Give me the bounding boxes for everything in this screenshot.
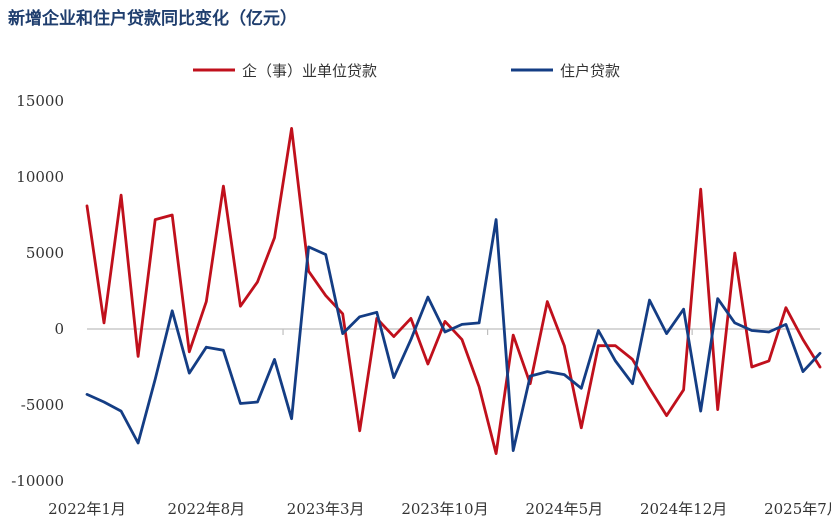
y-tick-label: 10000 — [16, 168, 64, 186]
series-lines — [85, 126, 822, 456]
legend: 企（事）业单位贷款 住户贷款 — [193, 62, 620, 80]
legend-label-1: 企（事）业单位贷款 — [242, 62, 377, 80]
y-tick-label: -10000 — [11, 472, 64, 490]
series-line-1 — [85, 126, 822, 456]
x-tick-label: 2025年7月 — [764, 500, 831, 518]
chart-title: 新增企业和住户贷款同比变化（亿元） — [8, 9, 297, 29]
x-axis: 2022年1月 2022年8月 2023年3月 2023年10月 2024年5月 2024… — [48, 328, 831, 518]
legend-label-2: 住户贷款 — [560, 62, 620, 80]
series-line-2 — [85, 218, 822, 453]
y-tick-label: 5000 — [26, 244, 64, 262]
x-tick-label: 2024年5月 — [525, 500, 603, 518]
x-tick-label: 2024年12月 — [640, 500, 727, 518]
y-tick-label: 15000 — [16, 92, 64, 110]
x-tick-label: 2023年3月 — [287, 500, 365, 518]
x-tick-label: 2022年1月 — [48, 500, 126, 518]
y-tick-label: -5000 — [21, 396, 64, 414]
y-tick-label: 0 — [54, 320, 64, 338]
x-tick-label: 2022年8月 — [167, 500, 245, 518]
y-axis: 15000 10000 5000 0 -5000 -10000 — [11, 92, 64, 490]
x-tick-label: 2023年10月 — [401, 500, 488, 518]
